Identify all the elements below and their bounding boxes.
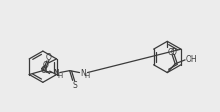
Text: O: O [43, 61, 49, 70]
Text: H: H [57, 72, 62, 78]
Text: OH: OH [185, 55, 197, 64]
Text: N: N [81, 68, 86, 77]
Text: S: S [72, 80, 77, 89]
Text: Cl: Cl [41, 66, 48, 74]
Text: Cl: Cl [167, 47, 175, 56]
Text: O: O [170, 47, 176, 56]
Text: N: N [53, 68, 59, 77]
Text: H: H [85, 72, 90, 78]
Text: O: O [46, 53, 52, 62]
